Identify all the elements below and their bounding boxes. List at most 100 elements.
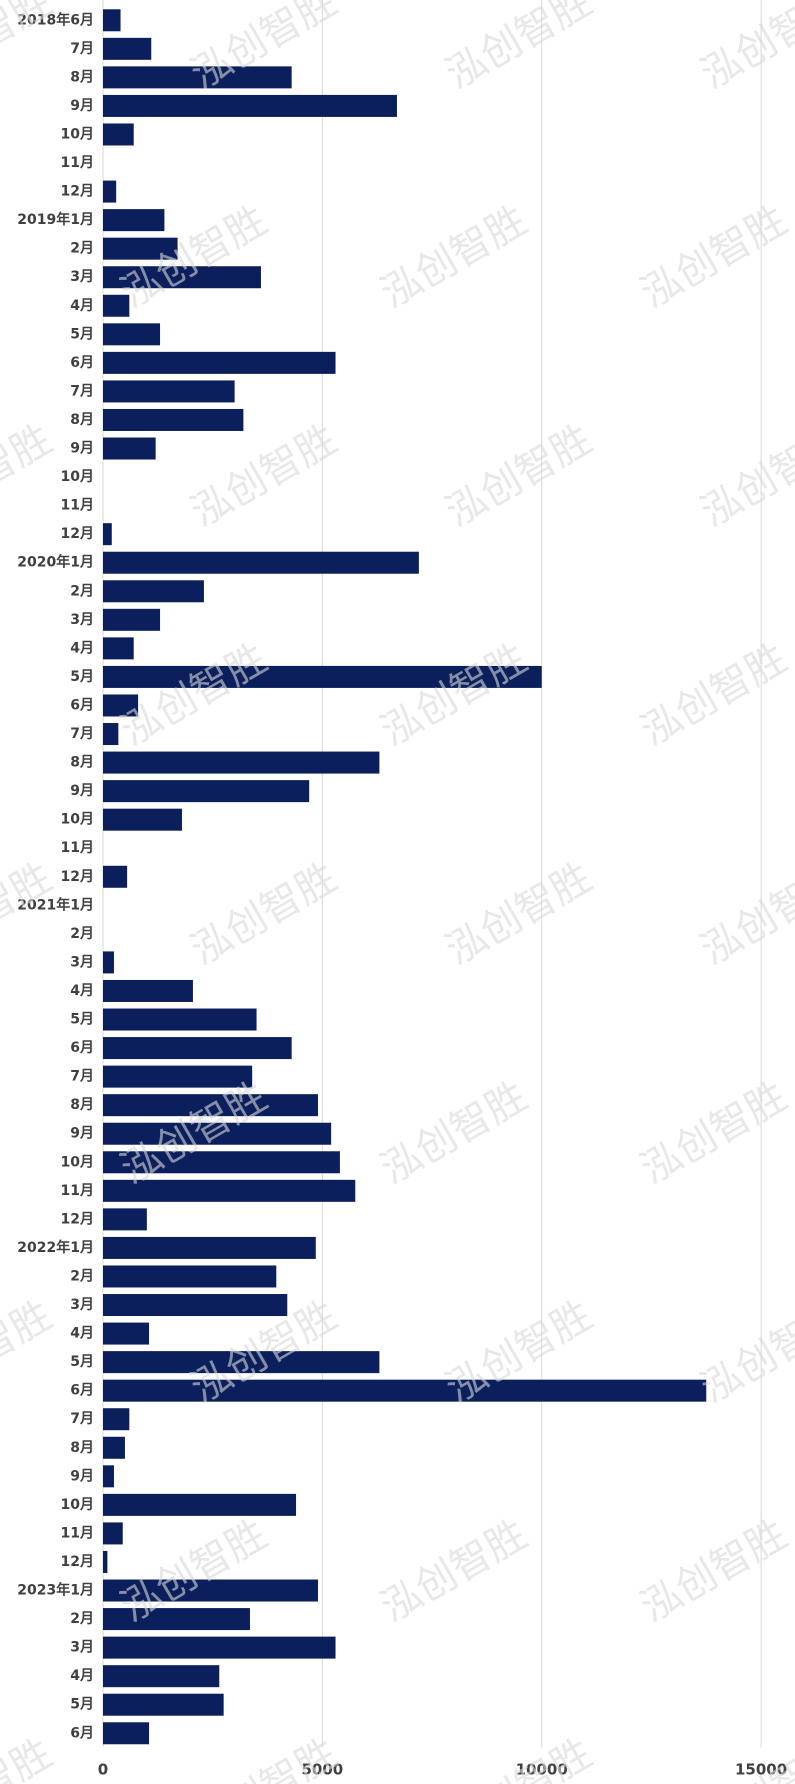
y-tick-label: 4月 — [70, 298, 94, 314]
watermark: 泓创智胜 — [693, 1292, 795, 1412]
y-tick-label: 10月 — [61, 126, 94, 142]
bar — [103, 1179, 356, 1202]
bar — [103, 1122, 332, 1145]
y-tick-label: 12月 — [61, 1211, 94, 1227]
x-tick-label: 15000 — [735, 1761, 787, 1779]
bar — [103, 665, 542, 688]
x-tick-label: 10000 — [516, 1761, 568, 1779]
x-tick-label: 5000 — [301, 1761, 343, 1779]
y-tick-label: 12月 — [61, 1554, 94, 1570]
bar — [103, 1436, 125, 1459]
y-tick-label: 6月 — [70, 697, 94, 713]
bar — [103, 437, 156, 460]
y-tick-label: 4月 — [70, 1326, 94, 1342]
y-tick-label: 6月 — [70, 355, 94, 371]
watermark: 泓创智胜 — [373, 1073, 535, 1193]
watermark: 泓创智胜 — [438, 416, 600, 536]
bar — [103, 1579, 318, 1602]
y-tick-label: 11月 — [61, 155, 94, 171]
bar — [103, 1636, 336, 1659]
bar — [103, 780, 310, 803]
watermark: 泓创智胜 — [183, 1730, 345, 1784]
watermark: 泓创智胜 — [373, 635, 535, 755]
bar — [103, 1693, 224, 1716]
y-tick-label: 6月 — [70, 1725, 94, 1741]
y-tick-label: 12月 — [61, 526, 94, 542]
watermark: 泓创智胜 — [438, 0, 600, 98]
bar — [103, 1294, 288, 1317]
y-tick-label: 5月 — [70, 1012, 94, 1028]
watermark: 泓创智胜 — [438, 1730, 600, 1784]
watermark: 泓创智胜 — [0, 416, 60, 536]
y-tick-label: 8月 — [70, 412, 94, 428]
bar — [103, 1722, 150, 1745]
y-tick-label: 2019年1月 — [17, 211, 94, 228]
y-tick-label: 5月 — [70, 1697, 94, 1713]
y-tick-label: 2月 — [70, 1611, 94, 1627]
watermark: 泓创智胜 — [633, 197, 795, 317]
y-tick-label: 11月 — [61, 1525, 94, 1541]
bar — [103, 1037, 292, 1060]
bar — [103, 1322, 150, 1345]
bar — [103, 1351, 380, 1374]
bar — [103, 751, 380, 774]
y-tick-label: 9月 — [70, 1126, 94, 1142]
bar — [103, 323, 161, 346]
y-tick-label: 11月 — [61, 840, 94, 856]
bar — [103, 1208, 147, 1231]
watermark: 泓创智胜 — [183, 416, 345, 536]
watermark: 泓创智胜 — [0, 854, 60, 974]
bar — [103, 723, 119, 746]
y-tick-label: 6月 — [70, 1040, 94, 1056]
bar — [103, 351, 336, 374]
y-tick-label: 2023年1月 — [17, 1582, 94, 1599]
bar — [103, 1465, 114, 1488]
watermark: 泓创智胜 — [693, 854, 795, 974]
bar — [103, 1008, 257, 1031]
watermark: 泓创智胜 — [183, 854, 345, 974]
y-tick-label: 5月 — [70, 1354, 94, 1370]
y-tick-label: 10月 — [61, 1154, 94, 1170]
bar — [103, 1236, 316, 1259]
bar — [103, 1065, 253, 1088]
bar — [103, 37, 152, 60]
bar — [103, 951, 114, 974]
y-tick-label: 7月 — [70, 1069, 94, 1085]
y-tick-label: 2月 — [70, 1268, 94, 1284]
y-tick-label: 2月 — [70, 926, 94, 942]
y-tick-label: 3月 — [70, 1297, 94, 1313]
watermark: 泓创智胜 — [373, 197, 535, 317]
y-tick-label: 7月 — [70, 383, 94, 399]
bar — [103, 1408, 130, 1431]
y-tick-label: 7月 — [70, 726, 94, 742]
y-tick-label: 2021年1月 — [17, 896, 94, 913]
y-tick-label: 3月 — [70, 612, 94, 628]
bar — [103, 694, 139, 717]
bar — [103, 94, 397, 117]
bar — [103, 1151, 340, 1174]
bar — [103, 808, 182, 831]
y-tick-label: 7月 — [70, 1411, 94, 1427]
y-tick-label: 2月 — [70, 241, 94, 257]
bar — [103, 294, 130, 317]
bar — [103, 1379, 707, 1402]
y-tick-label: 10月 — [61, 469, 94, 485]
bar — [103, 580, 204, 603]
y-tick-label: 12月 — [61, 184, 94, 200]
y-tick-label: 11月 — [61, 1183, 94, 1199]
y-tick-label: 3月 — [70, 954, 94, 970]
watermark: 泓创智胜 — [373, 1511, 535, 1631]
y-tick-label: 6月 — [70, 1383, 94, 1399]
y-tick-label: 5月 — [70, 326, 94, 342]
bar — [103, 1094, 318, 1117]
watermark: 泓创智胜 — [438, 854, 600, 974]
bar — [103, 1265, 277, 1288]
y-tick-label: 7月 — [70, 41, 94, 57]
bar — [103, 380, 235, 403]
bar — [103, 180, 117, 203]
watermark: 泓创智胜 — [0, 1730, 60, 1784]
bar — [103, 1608, 250, 1631]
y-tick-label: 9月 — [70, 1468, 94, 1484]
y-tick-label: 4月 — [70, 983, 94, 999]
